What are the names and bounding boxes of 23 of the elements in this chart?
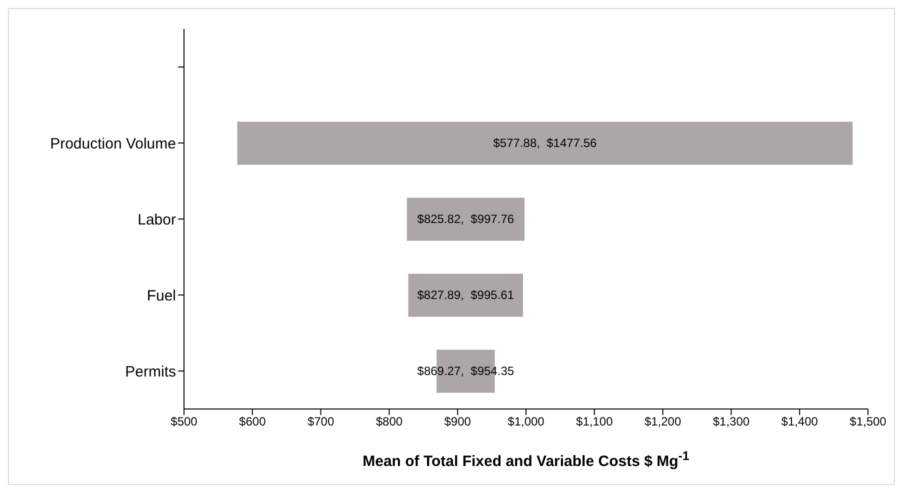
x-tick-label: $800 bbox=[376, 414, 403, 429]
x-tick-label: $1,100 bbox=[576, 414, 614, 429]
x-tick-label: $900 bbox=[444, 414, 472, 429]
y-tick-label: Production Volume bbox=[50, 135, 176, 152]
annotation: $825.82, $997.76 bbox=[417, 212, 514, 226]
x-tick-label: $500 bbox=[170, 414, 198, 429]
annotation: $827.89, $995.61 bbox=[417, 288, 514, 302]
bar bbox=[408, 274, 523, 317]
y-tick-label: Labor bbox=[138, 211, 176, 228]
annotation: $577.88, $1477.56 bbox=[493, 136, 597, 150]
x-tick-label: $1,000 bbox=[508, 414, 545, 429]
x-tick-label: $1,500 bbox=[850, 414, 887, 429]
x-tick-label: $1,400 bbox=[781, 414, 818, 429]
x-axis-title: Mean of Total Fixed and Variable Costs $ Mg$^{-1}$ bbox=[362, 449, 690, 470]
y-tick-label: Fuel bbox=[146, 287, 176, 304]
y-tick-label: Permits bbox=[125, 363, 176, 380]
annotation: $869.27, $954.35 bbox=[417, 364, 514, 378]
bar bbox=[406, 198, 524, 241]
x-tick-label: $1,200 bbox=[644, 414, 682, 429]
x-tick-label: $1,300 bbox=[712, 414, 750, 429]
x-tick-label: $600 bbox=[239, 414, 266, 429]
x-tick-label: $700 bbox=[307, 414, 334, 429]
bar bbox=[237, 122, 853, 165]
